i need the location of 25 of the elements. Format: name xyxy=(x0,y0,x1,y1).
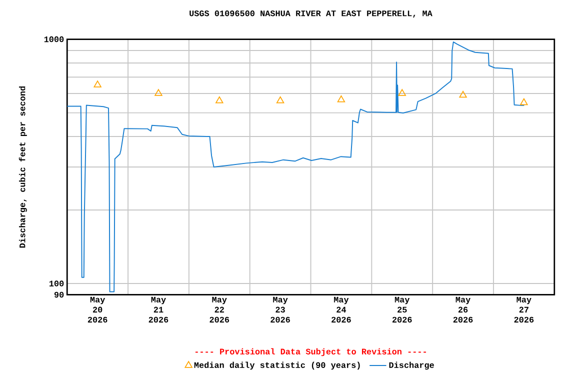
legend-label: Median daily statistic (90 years) xyxy=(194,362,360,370)
point xyxy=(94,80,102,88)
y-tick-label: 1000 xyxy=(44,36,64,42)
y-tick-label: 90 xyxy=(54,292,64,298)
y-tick-label: 100 xyxy=(49,280,64,286)
x-tick-label: May 25 2026 xyxy=(392,296,412,322)
point xyxy=(398,88,406,96)
point xyxy=(459,90,467,98)
x-tick-label: May 24 2026 xyxy=(332,296,351,322)
x-tick-label: May 27 2026 xyxy=(514,296,534,322)
x-tick-label: May 21 2026 xyxy=(148,296,168,322)
x-tick-label: May 23 2026 xyxy=(270,296,290,322)
point xyxy=(276,96,284,104)
x-tick-label: May 22 2026 xyxy=(210,296,230,322)
x-tick-label: May 26 2026 xyxy=(453,296,473,322)
legend-label: Discharge xyxy=(389,362,434,370)
chart-title: USGS 01096500 NASHUA RIVER AT EAST PEPPERELL, MA xyxy=(190,10,432,18)
point xyxy=(154,88,162,96)
line-series xyxy=(66,41,525,292)
point xyxy=(520,98,528,106)
x-tick-label: May 20 2026 xyxy=(88,296,108,322)
text: ---- Provisional Data Subject to Revision ---- xyxy=(195,348,426,356)
point xyxy=(337,95,346,102)
y-axis-title: Discharge, cubic feet per second xyxy=(18,86,27,248)
point xyxy=(216,96,224,104)
